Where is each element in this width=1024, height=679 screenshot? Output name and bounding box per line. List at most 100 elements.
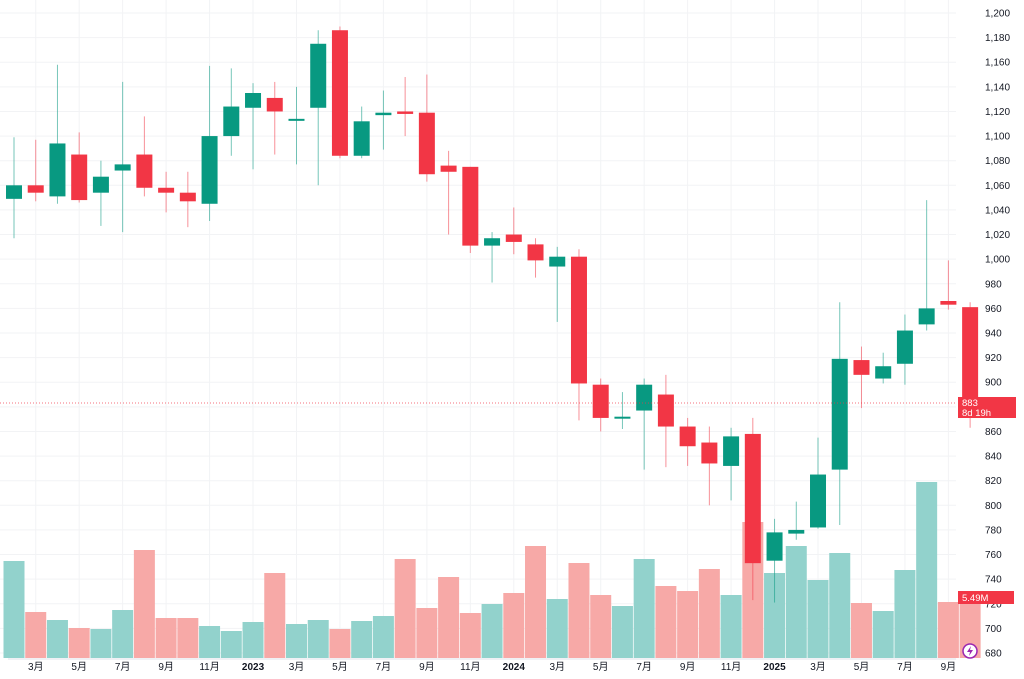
volume-bar — [307, 620, 329, 658]
volume-bar — [829, 553, 851, 658]
candles — [6, 26, 979, 603]
volume-bar — [351, 621, 373, 658]
volume-bar — [894, 570, 916, 658]
candle-body — [549, 256, 566, 267]
volume-bar — [285, 624, 307, 658]
price-tick-label: 1,160 — [985, 58, 1010, 69]
volume-bar — [264, 573, 286, 658]
candle-body — [310, 43, 327, 108]
price-tick-label: 1,000 — [985, 255, 1010, 266]
time-tick-label: 9月 — [941, 661, 957, 673]
volume-bar — [155, 618, 177, 658]
time-axis[interactable]: 3月 5月 7月 9月 11月 2023 3月 5月 7月 9月 11月 2024 3月 5月 7月 9月 11… — [28, 661, 956, 673]
volume-bar — [546, 599, 568, 658]
candle-body — [418, 112, 435, 175]
volume-bar — [372, 616, 394, 658]
candle-body — [353, 121, 370, 156]
candle-body — [201, 136, 218, 204]
last-price-badge: 883 8d 19h — [958, 397, 1016, 419]
grid — [0, 0, 956, 660]
volume-bar — [764, 573, 786, 658]
volume-bar — [916, 482, 938, 658]
candle-body — [614, 416, 631, 419]
candle-body — [636, 384, 653, 411]
candle-body — [27, 185, 44, 193]
volume-bar — [611, 606, 633, 658]
volume-bar — [655, 586, 677, 658]
candle-body — [245, 93, 262, 108]
candle-body — [788, 529, 805, 534]
candle-body — [223, 106, 240, 137]
candle-body — [92, 176, 109, 193]
time-tick-label: 7月 — [897, 661, 913, 673]
price-tick-label: 960 — [985, 304, 1002, 315]
time-tick-label: 3月 — [549, 661, 565, 673]
last-volume-badge: 5.49M — [958, 591, 1014, 604]
volume-bar — [177, 618, 199, 658]
time-tick-label: 5月 — [854, 661, 870, 673]
candle-body — [723, 436, 740, 466]
volume-bar — [872, 611, 894, 658]
volume-bar — [959, 597, 981, 658]
price-tick-label: 780 — [985, 525, 1002, 536]
volume-bar — [937, 602, 959, 658]
candle-body — [288, 118, 305, 121]
price-tick-label: 920 — [985, 353, 1002, 364]
price-tick-label: 700 — [985, 624, 1002, 635]
price-tick-label: 820 — [985, 476, 1002, 487]
price-tick-label: 1,020 — [985, 230, 1010, 241]
volume-bar — [633, 559, 655, 658]
volume-bar — [329, 629, 351, 658]
time-tick-label: 3月 — [28, 661, 44, 673]
time-tick-label: 2023 — [242, 662, 265, 673]
candle-body — [896, 330, 913, 364]
candle-body — [679, 426, 696, 447]
time-tick-label: 2024 — [503, 662, 526, 673]
candle-body — [331, 30, 348, 156]
candle-body — [49, 143, 66, 197]
candle-body — [440, 165, 457, 172]
candle-body — [744, 433, 761, 564]
candle-body — [505, 234, 522, 242]
volume-bar — [3, 561, 25, 658]
time-tick-label: 7月 — [376, 661, 392, 673]
candle-body — [158, 187, 175, 193]
time-tick-label: 9月 — [158, 661, 174, 673]
volume-bar — [720, 595, 742, 658]
time-tick-label: 11月 — [721, 661, 741, 673]
candle-body — [114, 164, 131, 171]
price-tick-label: 720 — [985, 599, 1002, 610]
volume-bar — [590, 595, 612, 658]
volume-bar — [242, 622, 264, 658]
volume-bar — [503, 593, 525, 658]
volume-bar — [394, 559, 416, 658]
price-tick-label: 1,180 — [985, 33, 1010, 44]
volume-bar — [850, 603, 872, 658]
volume-bar — [807, 580, 829, 658]
volume-bar — [46, 620, 68, 658]
price-axis[interactable]: 6807007207407607808008208408608809009209… — [985, 9, 1010, 660]
price-tick-label: 1,120 — [985, 107, 1010, 118]
last-price-label: 883 — [962, 398, 978, 409]
volume-bar — [416, 608, 438, 658]
candle-body — [701, 442, 718, 464]
volume-bar — [25, 612, 47, 658]
time-tick-label: 5月 — [332, 661, 348, 673]
price-tick-label: 1,200 — [985, 9, 1010, 20]
candle-body — [657, 394, 674, 427]
lightning-icon[interactable] — [962, 643, 978, 659]
candle-body — [962, 307, 979, 404]
time-tick-label: 7月 — [636, 661, 652, 673]
price-tick-label: 840 — [985, 452, 1002, 463]
candle-body — [527, 244, 544, 261]
volume-bar — [133, 550, 155, 658]
candle-body — [592, 384, 609, 418]
price-tick-label: 740 — [985, 575, 1002, 586]
candle-body — [179, 192, 196, 202]
candle-body — [6, 185, 22, 199]
countdown-label: 8d 19h — [962, 408, 991, 419]
time-tick-label: 3月 — [810, 661, 826, 673]
candle-body — [462, 166, 479, 246]
volume-bar — [677, 591, 699, 658]
